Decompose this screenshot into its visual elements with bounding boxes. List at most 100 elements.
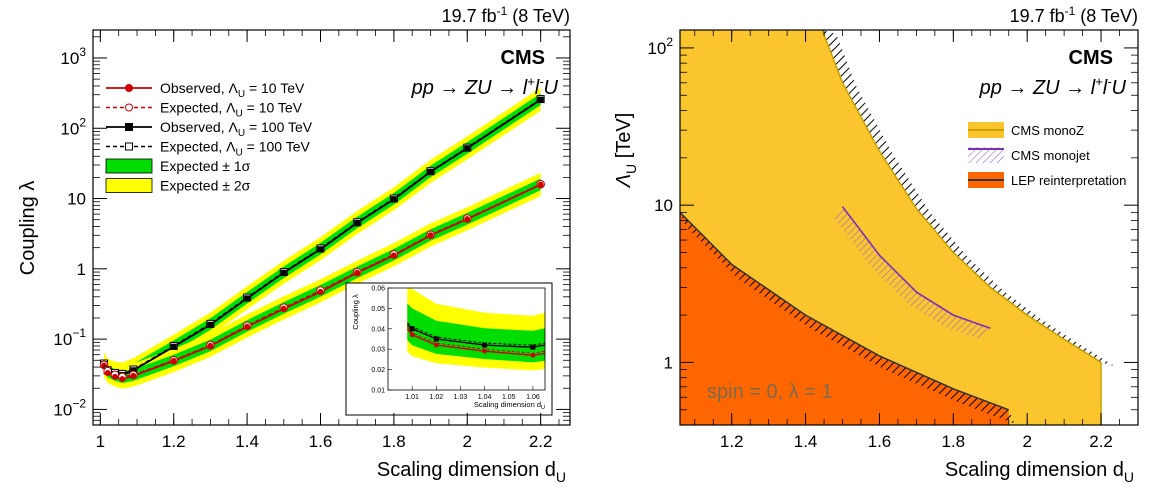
inset-y-tick-label: 0.06: [371, 286, 385, 293]
inset-y-tick-label: 0.03: [371, 347, 385, 354]
observed-marker-lambda100: [244, 295, 251, 302]
legend-marker-exp100: [125, 142, 133, 151]
band-1sigma-lambda10: [104, 178, 541, 383]
left-lumi-label: 19.7 fb-1 (8 TeV): [442, 4, 570, 26]
left-y-tick-label: 1: [77, 260, 86, 279]
spin-annotation: spin = 0, λ = 1: [707, 381, 833, 403]
legend-entry-lep: LEP reinterpretation: [968, 172, 1126, 188]
inset-y-tick-label: 0.04: [371, 326, 385, 333]
inset-marker-obs100: [530, 344, 536, 350]
inset-marker-obs100: [433, 336, 439, 342]
legend-swatch-band2: [105, 178, 153, 193]
inset-frame: [387, 287, 546, 391]
inset-x-tick-label: 1.03: [454, 394, 468, 401]
right-y-axis-label: ΛU [TeV]: [613, 113, 639, 189]
monoz-boundary-line: [821, 29, 1102, 364]
observed-marker-lambda100: [280, 269, 287, 276]
left-x-tick-label: 1.8: [382, 432, 406, 451]
inset-x-axis-label: Scaling dimension dU: [474, 400, 545, 411]
monojet-hatch-band: [834, 206, 991, 341]
legend-entry-band2: Expected ± 2σ: [105, 178, 251, 194]
left-y-tick-label: 102: [60, 115, 86, 138]
right-x-tick-label: 2.2: [1089, 432, 1113, 451]
left-plot-area: [99, 87, 545, 389]
right-lumi-label: 19.7 fb-1 (8 TeV): [1010, 4, 1138, 26]
left-y-tick-label: 103: [60, 45, 86, 68]
right-chart: 19.7 fb-1 (8 TeV) CMS pp → ZU → l+l-U CM…: [613, 4, 1139, 485]
right-x-tick-label: 2: [1022, 432, 1031, 451]
legend-label-obs10: Observed, ΛU = 10 TeV: [160, 80, 305, 100]
left-x-tick-label: 2.2: [529, 432, 553, 451]
legend-label-monoz: CMS monoZ: [1011, 123, 1084, 138]
legend-label-exp100: Expected, ΛU = 100 TeV: [160, 139, 310, 159]
right-x-axis-label: Scaling dimension dU: [945, 459, 1134, 485]
inset-band-1sigma: [407, 303, 545, 363]
right-axes: 1.2 1.4 1.6 1.8 2 2.2 1 10 102: [647, 30, 1138, 451]
right-x-tick-label: 1.4: [794, 432, 818, 451]
legend-label-lep: LEP reinterpretation: [1011, 173, 1126, 188]
left-y-tick-label: 10−1: [53, 326, 86, 349]
observed-marker-lambda10: [390, 252, 397, 259]
inset-line-1: [406, 326, 546, 354]
observed-marker-lambda10: [537, 181, 544, 188]
observed-marker-lambda10: [317, 288, 324, 295]
band-1sigma-lambda100: [104, 93, 541, 380]
right-plot-frame: [679, 29, 1139, 426]
legend-entry-band1: Expected ± 1σ: [105, 158, 251, 174]
inset-marker-obs10: [482, 348, 487, 354]
observed-marker-lambda100: [427, 168, 434, 175]
legend-label-band1: Expected ± 1σ: [160, 158, 251, 174]
inset-y-tick-label: 0.01: [371, 388, 385, 395]
observed-marker-lambda10: [280, 305, 287, 312]
observed-marker-lambda10: [112, 373, 119, 380]
left-x-tick-label: 2: [463, 432, 472, 451]
observed-marker-lambda10: [464, 216, 471, 223]
right-plot-area: [679, 29, 1116, 425]
observed-marker-lambda100: [354, 219, 361, 226]
observed-marker-lambda10: [130, 372, 137, 379]
right-y-tick-label: 10: [654, 196, 673, 215]
inset-y-axis-label: Coupling λ: [351, 294, 360, 330]
legend-marker-exp10: [125, 103, 133, 112]
legend-swatch-band1: [105, 158, 153, 174]
inset-chart: 1.01 1.02 1.03 1.04 1.05 1.06 0.01 0.02 0.03 0.04…: [345, 282, 553, 416]
inset-x-tick-label: 1.01: [405, 394, 419, 401]
right-x-tick-label: 1.6: [868, 432, 892, 451]
legend-entry-obs10: Observed, ΛU = 10 TeV: [106, 80, 305, 100]
legend-swatch-monojet: [968, 147, 1004, 163]
observed-marker-lambda100: [464, 145, 471, 152]
band-2sigma-lambda100: [104, 87, 541, 386]
band-2sigma-lambda10: [104, 172, 541, 389]
left-x-tick-label: 1.6: [309, 432, 333, 451]
monojet-boundary-line: [841, 206, 991, 329]
observed-marker-lambda100: [207, 321, 214, 328]
legend-entry-monojet: CMS monojet: [968, 147, 1090, 163]
observed-marker-lambda100: [390, 196, 397, 203]
left-x-axis-label: Scaling dimension dU: [377, 459, 566, 485]
right-x-tick-label: 1.2: [720, 432, 744, 451]
inset-x-tick-label: 1.04: [478, 394, 492, 401]
observed-marker-lambda100: [130, 367, 137, 374]
observed-marker-lambda10: [170, 357, 177, 364]
right-y-tick-label: 1: [664, 353, 673, 372]
inset-marker-obs100: [482, 342, 488, 348]
observed-marker-lambda10: [244, 323, 251, 330]
legend-marker-obs100: [125, 123, 133, 131]
inset-x-tick-label: 1.05: [502, 394, 516, 401]
lep-boundary-line: [679, 211, 1009, 411]
inset-marker-obs10: [530, 353, 536, 358]
right-cms-label: CMS: [1069, 47, 1113, 69]
inset-x-tick-label: 1.02: [429, 394, 443, 401]
inset-y-tick-label: 0.02: [371, 367, 385, 374]
left-x-tick-label: 1.2: [162, 432, 186, 451]
left-y-tick-label: 10: [67, 190, 86, 209]
left-axes: 1 1.2 1.4 1.6 1.8 2 2.2 10−2 10−1 1 10 102 103: [53, 30, 570, 451]
inset-marker-obs10: [434, 342, 439, 348]
legend-entry-exp100: Expected, ΛU = 100 TeV: [106, 139, 310, 159]
right-legend: CMS monoZ CMS monojet LEP reinterpretation: [968, 122, 1126, 188]
legend-label-monojet: CMS monojet: [1011, 148, 1090, 163]
left-process-label: pp → ZU → l+l-U: [411, 74, 559, 99]
observed-marker-lambda100: [170, 343, 177, 350]
right-y-tick-label: 102: [647, 35, 673, 58]
